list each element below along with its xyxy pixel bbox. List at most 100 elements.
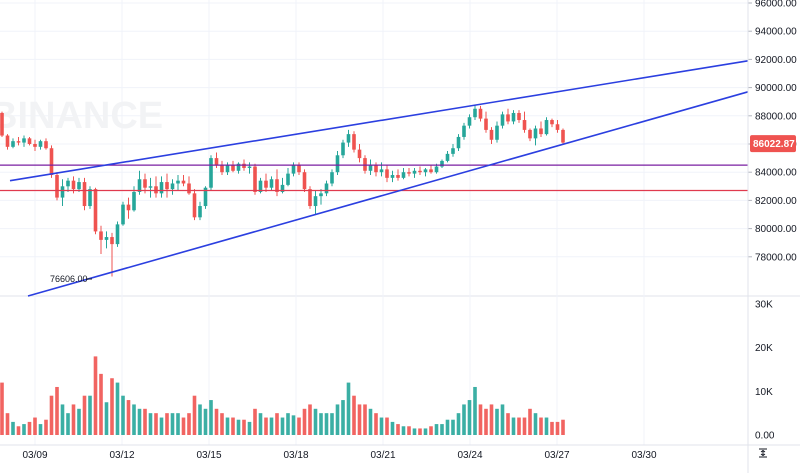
candle-body [66, 180, 70, 187]
candle-body [517, 112, 521, 121]
candle-body [203, 187, 208, 207]
volume-bar [390, 421, 395, 435]
candle-body [214, 158, 219, 166]
candle-body [110, 237, 114, 245]
volume-bar [478, 404, 483, 435]
last-price-label: 86022.87 [753, 139, 795, 150]
candle-body [341, 142, 345, 156]
candle-body [236, 163, 241, 171]
volume-bar [280, 417, 285, 435]
candle-body [489, 129, 494, 140]
volume-bar [533, 413, 538, 435]
candle-body [555, 124, 560, 130]
volume-bar [231, 417, 235, 435]
volume-bar [434, 424, 439, 435]
trendline[interactable] [9, 60, 749, 182]
volume-bar [104, 402, 109, 435]
axis-settings-icon[interactable] [757, 447, 769, 459]
volume-bar [308, 404, 312, 435]
volume-bar [363, 404, 367, 435]
volume-bar [539, 417, 543, 435]
volume-bar [506, 413, 510, 435]
candle-body [269, 179, 274, 188]
volume-bar [418, 428, 422, 435]
candle-body [522, 120, 527, 130]
candle-body [159, 182, 164, 194]
volume-bar [473, 386, 477, 435]
volume-bars [0, 356, 565, 435]
volume-bar [126, 400, 131, 435]
candle-body [253, 166, 257, 192]
volume-bar [77, 408, 81, 435]
volume-bar [247, 421, 252, 435]
candle-body [198, 206, 202, 218]
volume-bar [445, 419, 450, 435]
candle-body [484, 118, 488, 130]
trendline[interactable] [27, 91, 749, 297]
volume-bar [5, 413, 10, 435]
candle-body [88, 189, 92, 207]
time-axis[interactable]: 03/09 03/12 03/15 03/18 03/21 03/24 03/27 03/30 [0, 444, 800, 461]
candle-body [11, 141, 15, 147]
candle-body [16, 141, 21, 143]
volume-bar [27, 421, 32, 435]
candle-body [104, 237, 109, 240]
candle-body [500, 114, 505, 126]
candle-body [225, 165, 230, 173]
volume-bar [440, 424, 444, 435]
candle-body [291, 165, 296, 174]
low-price-label: 76606.00 [50, 274, 88, 284]
volume-bar [341, 400, 345, 435]
last-price-tag[interactable]: 86022.87 [750, 135, 796, 153]
volume-bar [286, 413, 290, 435]
volume-bar [11, 421, 15, 435]
volume-bar [324, 413, 329, 435]
candle-body [38, 141, 43, 147]
candle-body [220, 165, 224, 173]
volume-bar [132, 404, 136, 435]
volume-bar [319, 413, 323, 435]
volume-bar [66, 413, 70, 435]
volume-axis: 30K 20K 10K 0.00 [755, 300, 775, 442]
candle-body [335, 155, 340, 173]
volume-tick-label: 10K [755, 387, 773, 398]
volume-bar [148, 413, 153, 435]
volume-bar [346, 382, 351, 435]
candle-body [423, 169, 428, 173]
date-tick-label: 03/21 [370, 450, 395, 461]
candle-body [495, 125, 499, 140]
candle-body [297, 165, 301, 173]
volume-bar [423, 428, 428, 435]
candle-body [242, 163, 246, 168]
candle-body [385, 169, 389, 178]
volume-bar [16, 426, 21, 435]
volume-bar [176, 413, 180, 435]
date-tick-label: 03/12 [109, 450, 134, 461]
date-tick-label: 03/30 [631, 450, 656, 461]
candle-body [445, 153, 450, 161]
volume-bar [236, 419, 241, 435]
candle-body [231, 165, 235, 171]
candle-body [93, 189, 98, 232]
price-axis[interactable]: 96000.00 94000.00 92000.00 90000.00 88000.00… [747, 0, 797, 473]
volume-bar [500, 404, 505, 435]
volume-bar [528, 408, 532, 435]
volume-bar [462, 404, 466, 435]
candle-body [379, 169, 384, 173]
price-tick-label: 92000.00 [755, 55, 797, 66]
candle-body [154, 186, 158, 194]
volume-bar [561, 419, 565, 435]
volume-bar [55, 386, 59, 435]
candle-body [181, 180, 186, 184]
price-tick-label: 80000.00 [755, 224, 797, 235]
candle-body [407, 172, 411, 174]
volume-bar [374, 413, 378, 435]
volume-bar [522, 417, 527, 435]
volume-bar [302, 408, 307, 435]
candle-body [0, 112, 4, 136]
date-tick-label: 03/09 [22, 450, 47, 461]
price-tick-label: 96000.00 [755, 0, 797, 10]
volume-bar [335, 404, 340, 435]
candle-body [528, 129, 532, 139]
